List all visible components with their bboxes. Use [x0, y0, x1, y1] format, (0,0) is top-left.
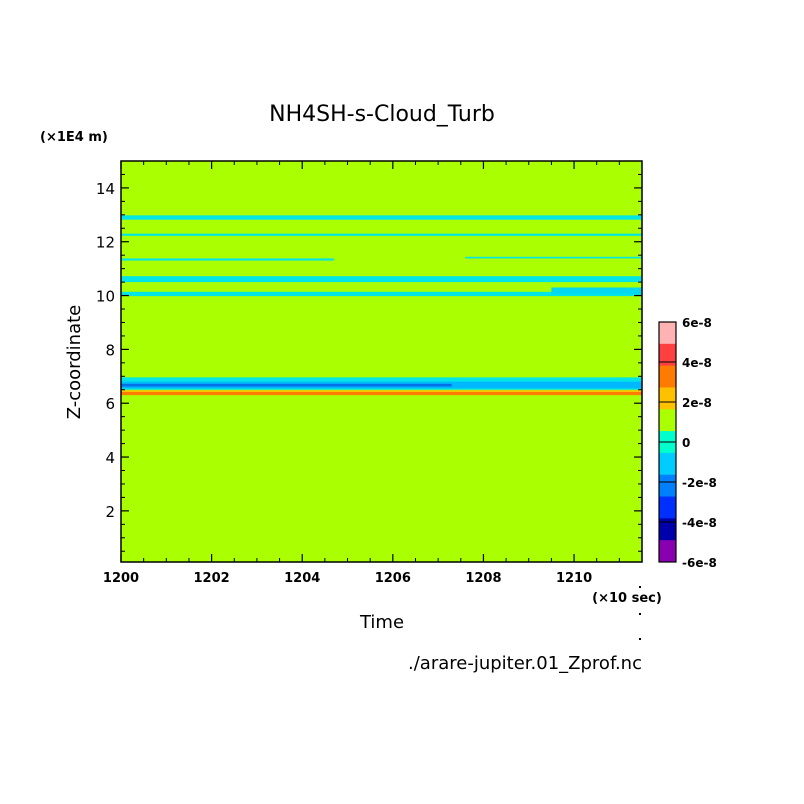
y-unit-label: (×1E4 m) — [40, 130, 108, 145]
x-axis-label: Time — [359, 612, 404, 633]
colorbar-tick-label: -4e-8 — [682, 516, 717, 530]
contour-band — [121, 291, 642, 297]
x-tick-label: 1200 — [103, 571, 139, 586]
contour-band — [121, 233, 642, 236]
colorbar-tick-label: 2e-8 — [682, 396, 712, 410]
contour-band — [121, 258, 334, 261]
y-axis-label: Z-coordinate — [64, 305, 85, 420]
plot-frame — [120, 160, 643, 563]
y-tick-label: 6 — [105, 395, 115, 413]
x-unit-label: (×10 sec) — [592, 591, 662, 606]
dot-mark — [639, 613, 641, 615]
colorbar-segment — [659, 540, 676, 563]
colorbar-segment — [659, 343, 676, 367]
chart-title: NH4SH-s-Cloud_Turb — [269, 102, 495, 127]
colorbar-segment — [659, 365, 676, 388]
plot-area — [121, 161, 642, 562]
contour-band — [121, 390, 642, 392]
source-file-label: ./arare-jupiter.01_Zprof.nc — [408, 653, 642, 674]
colorbar-tick-label: -2e-8 — [682, 476, 717, 490]
dot-mark — [639, 638, 641, 640]
colorbar-segment — [659, 518, 676, 541]
x-tick-label: 1206 — [375, 571, 411, 586]
colorbar-segment — [659, 452, 676, 476]
y-tick-label: 10 — [96, 288, 115, 306]
x-tick-label: 1204 — [284, 571, 320, 586]
x-tick-label: 1210 — [556, 571, 592, 586]
colorbar-tick-label: 6e-8 — [682, 316, 712, 330]
colorbar-segment — [659, 387, 676, 410]
colorbar-tick-label: 0 — [682, 436, 690, 450]
dot-mark — [639, 586, 641, 588]
y-tick-label: 12 — [96, 234, 115, 252]
contour-band — [121, 215, 642, 220]
y-tick-label: 4 — [105, 449, 115, 467]
contour-band — [121, 276, 642, 283]
contour-band — [465, 256, 642, 259]
x-tick-label: 1202 — [194, 571, 230, 586]
colorbar-segment — [659, 474, 676, 498]
y-tick-label: 8 — [105, 341, 115, 359]
background-fill — [121, 161, 642, 562]
x-tick-label: 1208 — [465, 571, 501, 586]
colorbar-segment — [659, 322, 676, 345]
colorbar: 6e-8 4e-8 2e-8 0 -2e-8 -4e-8 -6e-8 — [658, 316, 717, 570]
colorbar-tick-label: -6e-8 — [682, 556, 717, 570]
axes: 1200 1202 1204 1206 1208 1210 2 4 6 8 10 12 14 — [96, 160, 643, 586]
y-tick-label: 2 — [105, 503, 115, 521]
y-tick-label: 14 — [96, 180, 115, 198]
contour-band — [551, 287, 642, 295]
colorbar-segment — [659, 496, 676, 519]
colorbar-segment — [659, 409, 676, 432]
contour-band — [121, 383, 452, 387]
contour-band — [121, 391, 642, 396]
colorbar-tick-label: 4e-8 — [682, 356, 712, 370]
